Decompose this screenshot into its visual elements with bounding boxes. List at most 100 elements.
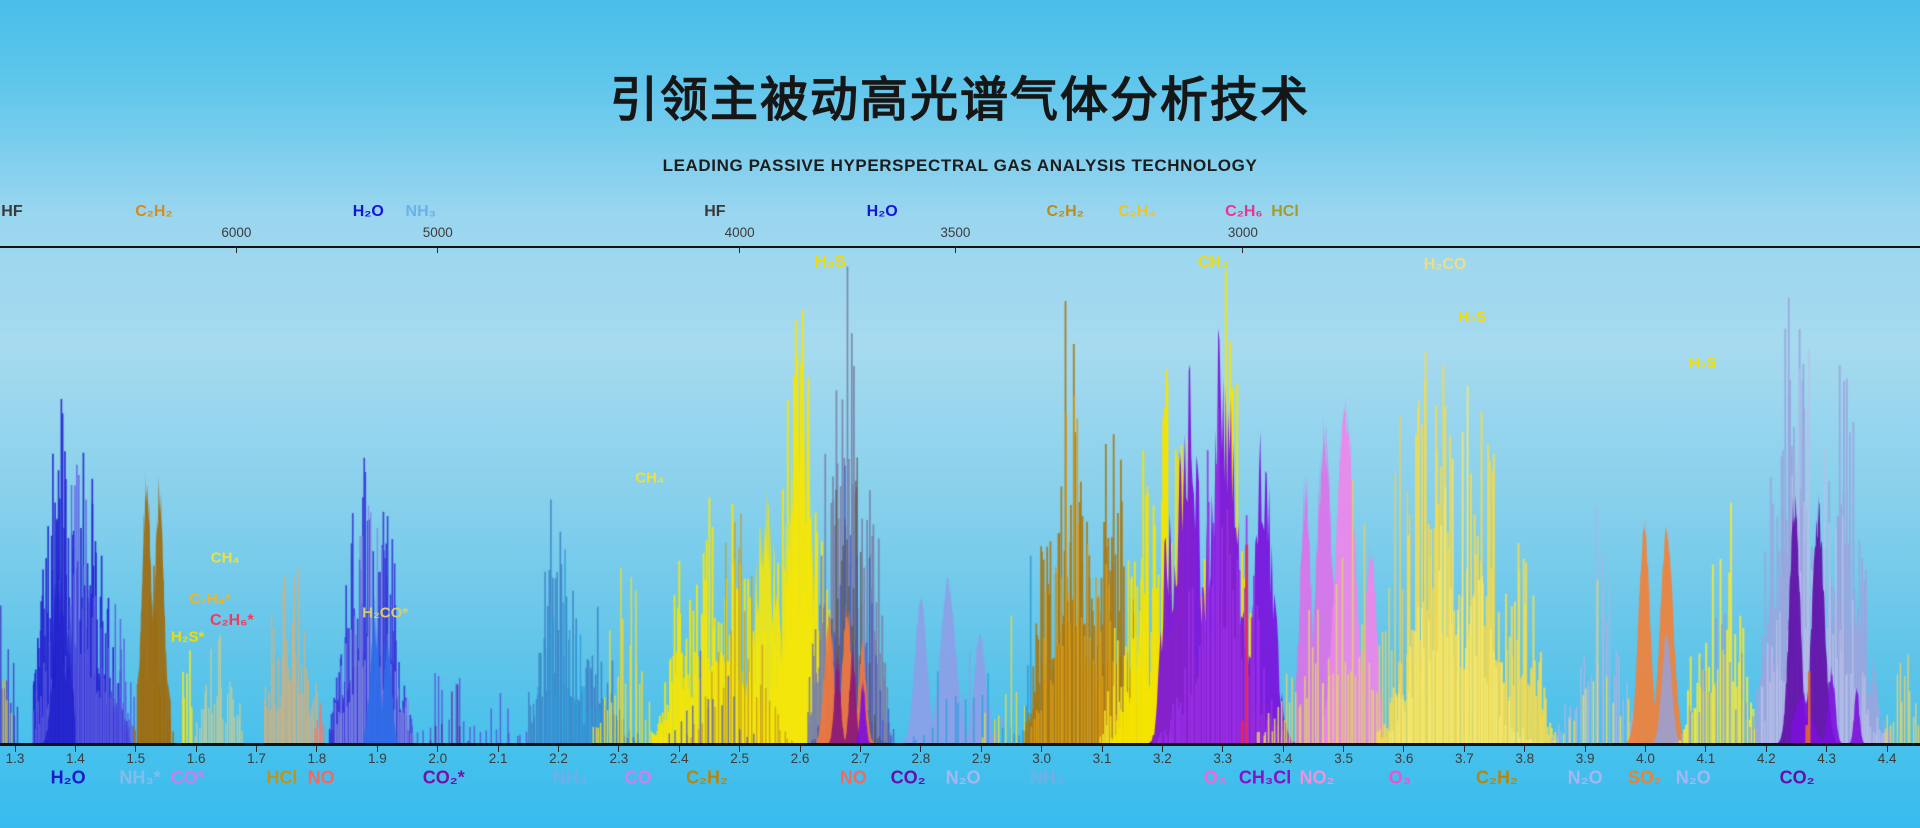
bottom-axis-tick-label: 3.6 bbox=[1394, 751, 1414, 766]
inline-species-label: H₂S bbox=[1689, 354, 1717, 372]
species-label-bottom: CO₂ bbox=[890, 767, 926, 788]
bottom-axis-tick-label: 1.8 bbox=[307, 751, 327, 766]
bottom-axis-tick bbox=[497, 746, 499, 752]
species-label-bottom: HCl bbox=[266, 767, 298, 788]
inline-species-label: CH₄ bbox=[635, 469, 665, 487]
bottom-axis-tick bbox=[135, 746, 137, 752]
species-label-bottom: C₂H₂ bbox=[1475, 767, 1518, 788]
top-axis-tick bbox=[235, 247, 237, 253]
species-label-bottom: CO* bbox=[170, 767, 205, 788]
bottom-axis-tick bbox=[1705, 746, 1707, 752]
species-label-bottom: CO bbox=[624, 767, 652, 788]
inline-species-label: H₂CO bbox=[1423, 256, 1467, 273]
species-label-bottom: NH₃ bbox=[552, 767, 588, 788]
bottom-axis-tick bbox=[437, 746, 439, 752]
species-label-top: H₂O bbox=[352, 203, 384, 220]
bottom-axis-tick bbox=[316, 746, 318, 752]
inline-species-label: C₂H₆* bbox=[209, 612, 254, 629]
bottom-axis-line bbox=[0, 743, 1920, 746]
species-label-bottom: C₂H₂ bbox=[686, 767, 729, 788]
inline-species-label: CH₄ bbox=[210, 549, 240, 567]
species-label-top: C₂H₄ bbox=[1118, 203, 1156, 220]
species-label-bottom: CO₂* bbox=[422, 767, 465, 788]
species-label-bottom: NO₂ bbox=[1299, 767, 1335, 788]
bottom-axis-tick bbox=[1463, 746, 1465, 752]
species-label-bottom: N₂O bbox=[1675, 767, 1711, 788]
top-axis-tick bbox=[739, 247, 741, 253]
species-label-bottom: CO₂ bbox=[1779, 767, 1815, 788]
bottom-axis-tick bbox=[1524, 746, 1526, 752]
species-label-top: HF bbox=[1, 203, 23, 220]
bottom-axis-tick-label: 2.5 bbox=[730, 751, 750, 766]
bottom-axis-tick bbox=[1343, 746, 1345, 752]
page-subtitle: LEADING PASSIVE HYPERSPECTRAL GAS ANALYS… bbox=[662, 156, 1258, 175]
bottom-axis-tick bbox=[920, 746, 922, 752]
inline-species-label: H₂S* bbox=[171, 628, 205, 646]
top-axis-tick-label: 3000 bbox=[1227, 225, 1258, 240]
bottom-axis-tick bbox=[678, 746, 680, 752]
bottom-axis-tick-label: 4.3 bbox=[1817, 751, 1837, 766]
species-label-top: C₂H₂ bbox=[135, 203, 173, 220]
bottom-axis-tick bbox=[980, 746, 982, 752]
bottom-axis-tick-label: 3.5 bbox=[1334, 751, 1353, 766]
bottom-axis-tick-label: 2.3 bbox=[609, 751, 629, 766]
species-label-top: H₂O bbox=[866, 203, 898, 220]
bottom-axis-tick bbox=[618, 746, 620, 752]
inline-species-label: C₂H₄* bbox=[189, 590, 231, 608]
page-title: 引领主被动高光谱气体分析技术 bbox=[609, 74, 1310, 127]
species-label-bottom: NH₃ bbox=[1029, 767, 1065, 788]
bottom-axis-tick-label: 1.6 bbox=[186, 751, 206, 766]
bottom-axis-tick bbox=[799, 746, 801, 752]
species-label-bottom: O₃ bbox=[1388, 767, 1411, 788]
bottom-axis-tick bbox=[1886, 746, 1888, 752]
bottom-axis-tick bbox=[256, 746, 258, 752]
bottom-axis-tick-label: 2.8 bbox=[911, 751, 931, 766]
species-label-top: NH₃ bbox=[405, 203, 437, 220]
species-label-bottom: NO bbox=[307, 767, 335, 788]
bottom-axis-tick-label: 2.1 bbox=[488, 751, 508, 766]
bottom-axis-tick bbox=[1101, 746, 1103, 752]
top-axis-tick-label: 6000 bbox=[221, 225, 252, 240]
bottom-axis-tick-label: 4.4 bbox=[1877, 751, 1897, 766]
top-axis-tick-label: 5000 bbox=[422, 225, 453, 240]
species-label-bottom: N₂O bbox=[1567, 767, 1603, 788]
species-label-bottom: O₃ bbox=[1203, 767, 1227, 788]
bottom-axis-tick-label: 1.3 bbox=[5, 751, 25, 766]
top-axis-tick-label: 3500 bbox=[940, 225, 971, 240]
bottom-axis-tick bbox=[1765, 746, 1767, 752]
bottom-axis-tick bbox=[558, 746, 559, 752]
bottom-axis-tick-label: 2.6 bbox=[790, 751, 810, 766]
bottom-axis-tick-label: 1.9 bbox=[367, 751, 387, 766]
bottom-axis-tick-label: 3.2 bbox=[1153, 751, 1172, 766]
species-label-bottom: CH₃Cl bbox=[1238, 767, 1292, 788]
species-label-bottom: NO bbox=[839, 767, 867, 788]
species-label-bottom: N₂O bbox=[945, 767, 981, 788]
top-axis-tick bbox=[954, 247, 956, 253]
bottom-axis-tick-label: 3.3 bbox=[1213, 751, 1233, 766]
species-label-top: C₂H₆ bbox=[1225, 203, 1263, 220]
bottom-axis-tick-label: 1.7 bbox=[247, 751, 266, 766]
bottom-axis-tick bbox=[195, 746, 197, 752]
bottom-axis-tick-label: 2.0 bbox=[428, 751, 448, 766]
bottom-axis-tick-label: 4.1 bbox=[1696, 751, 1716, 766]
bottom-axis-tick-label: 3.8 bbox=[1515, 751, 1535, 766]
bottom-axis-tick-label: 4.2 bbox=[1756, 751, 1776, 766]
inline-species-label: H₂S bbox=[814, 252, 846, 271]
species-label-top: C₂H₂ bbox=[1046, 203, 1084, 220]
bottom-axis-tick bbox=[1403, 746, 1405, 752]
bottom-axis-tick-label: 4.0 bbox=[1636, 751, 1655, 766]
bottom-axis-tick-label: 3.4 bbox=[1273, 751, 1293, 766]
bottom-axis-tick bbox=[859, 746, 861, 752]
bottom-axis-tick bbox=[1645, 746, 1647, 752]
bottom-axis-tick-label: 2.7 bbox=[851, 751, 870, 766]
inline-species-label: H₂CO* bbox=[362, 604, 409, 622]
top-axis-tick bbox=[1242, 247, 1244, 253]
inline-species-label: H₂S bbox=[1458, 308, 1486, 326]
species-label-bottom: SO₂ bbox=[1627, 767, 1662, 788]
species-label-bottom: H₂O bbox=[50, 767, 86, 788]
bottom-axis-tick-label: 3.9 bbox=[1575, 751, 1595, 766]
bottom-axis-tick-label: 3.7 bbox=[1454, 751, 1474, 766]
top-axis-tick bbox=[437, 247, 439, 253]
species-label-top: HF bbox=[704, 203, 726, 220]
